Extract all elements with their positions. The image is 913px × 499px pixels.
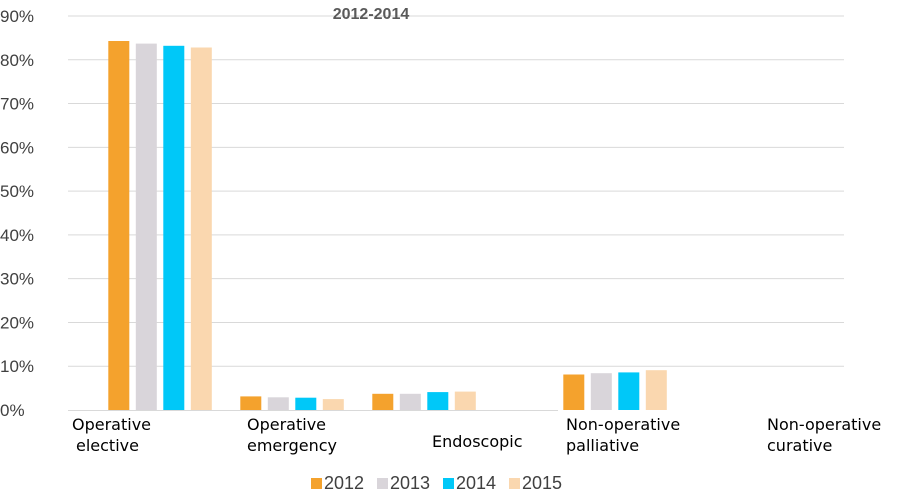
bar-2015-3	[645, 370, 667, 410]
bar-2012-3	[563, 374, 585, 410]
category-label-line: emergency	[247, 436, 337, 455]
gridlines	[68, 15, 844, 367]
y-tick-label: 80%	[0, 51, 34, 70]
chart-title: 2012-2014	[333, 6, 410, 23]
y-tick-label: 10%	[0, 357, 34, 376]
bars	[108, 41, 667, 411]
y-tick-label: 30%	[0, 270, 34, 289]
y-tick-label: 90%	[0, 7, 34, 26]
y-tick-label: 20%	[0, 313, 34, 332]
bar-2014-1	[295, 397, 317, 410]
legend-label: 2013	[390, 473, 430, 493]
y-tick-label: 50%	[0, 182, 34, 201]
bar-2012-1	[240, 396, 262, 410]
bar-2015-0	[190, 47, 212, 410]
category-label-line: elective	[76, 436, 139, 455]
category-label: Operative elective	[72, 415, 151, 455]
legend-label: 2014	[456, 473, 496, 493]
bar-2012-2	[372, 393, 394, 410]
bar-2015-1	[322, 399, 344, 410]
y-tick-label: 0%	[0, 401, 25, 420]
category-label: Endoscopic	[432, 432, 523, 451]
category-label: Operative emergency	[247, 415, 337, 455]
bar-2014-0	[163, 45, 185, 411]
bar-2013-1	[267, 397, 289, 410]
category-label-line: palliative	[566, 436, 639, 455]
bar-2014-3	[618, 372, 640, 410]
y-tick-label: 40%	[0, 226, 34, 245]
category-label-line: Non-operative	[566, 415, 680, 434]
category-label-line: Non-operative	[767, 415, 881, 434]
legend-swatch-2012	[311, 478, 322, 489]
category-label-line: Operative	[247, 415, 326, 434]
bar-2012-0	[108, 41, 130, 410]
bar-2013-3	[590, 373, 612, 410]
category-label: Non-operative palliative	[566, 415, 680, 455]
bar-2013-0	[135, 43, 157, 410]
category-label: Non-operative curative	[767, 415, 881, 455]
bar-2013-2	[399, 393, 421, 410]
category-labels: Operative elective Operative emergency Endos…	[72, 415, 881, 455]
legend-label: 2012	[324, 473, 364, 493]
legend: 2012 2013 2014 2015	[311, 473, 562, 493]
legend-swatch-2015	[509, 478, 520, 489]
legend-swatch-2013	[377, 478, 388, 489]
y-tick-label: 60%	[0, 138, 34, 157]
category-label-line: Operative	[72, 415, 151, 434]
bar-2014-2	[427, 392, 449, 410]
y-tick-label: 70%	[0, 95, 34, 114]
legend-swatch-2014	[443, 478, 454, 489]
category-label-line: Endoscopic	[432, 432, 523, 451]
legend-label: 2015	[522, 473, 562, 493]
bar-2015-2	[454, 391, 476, 410]
category-label-line: curative	[767, 436, 832, 455]
y-axis-ticks: 0% 10% 20% 30% 40% 50% 60% 70% 80% 90%	[0, 7, 34, 420]
